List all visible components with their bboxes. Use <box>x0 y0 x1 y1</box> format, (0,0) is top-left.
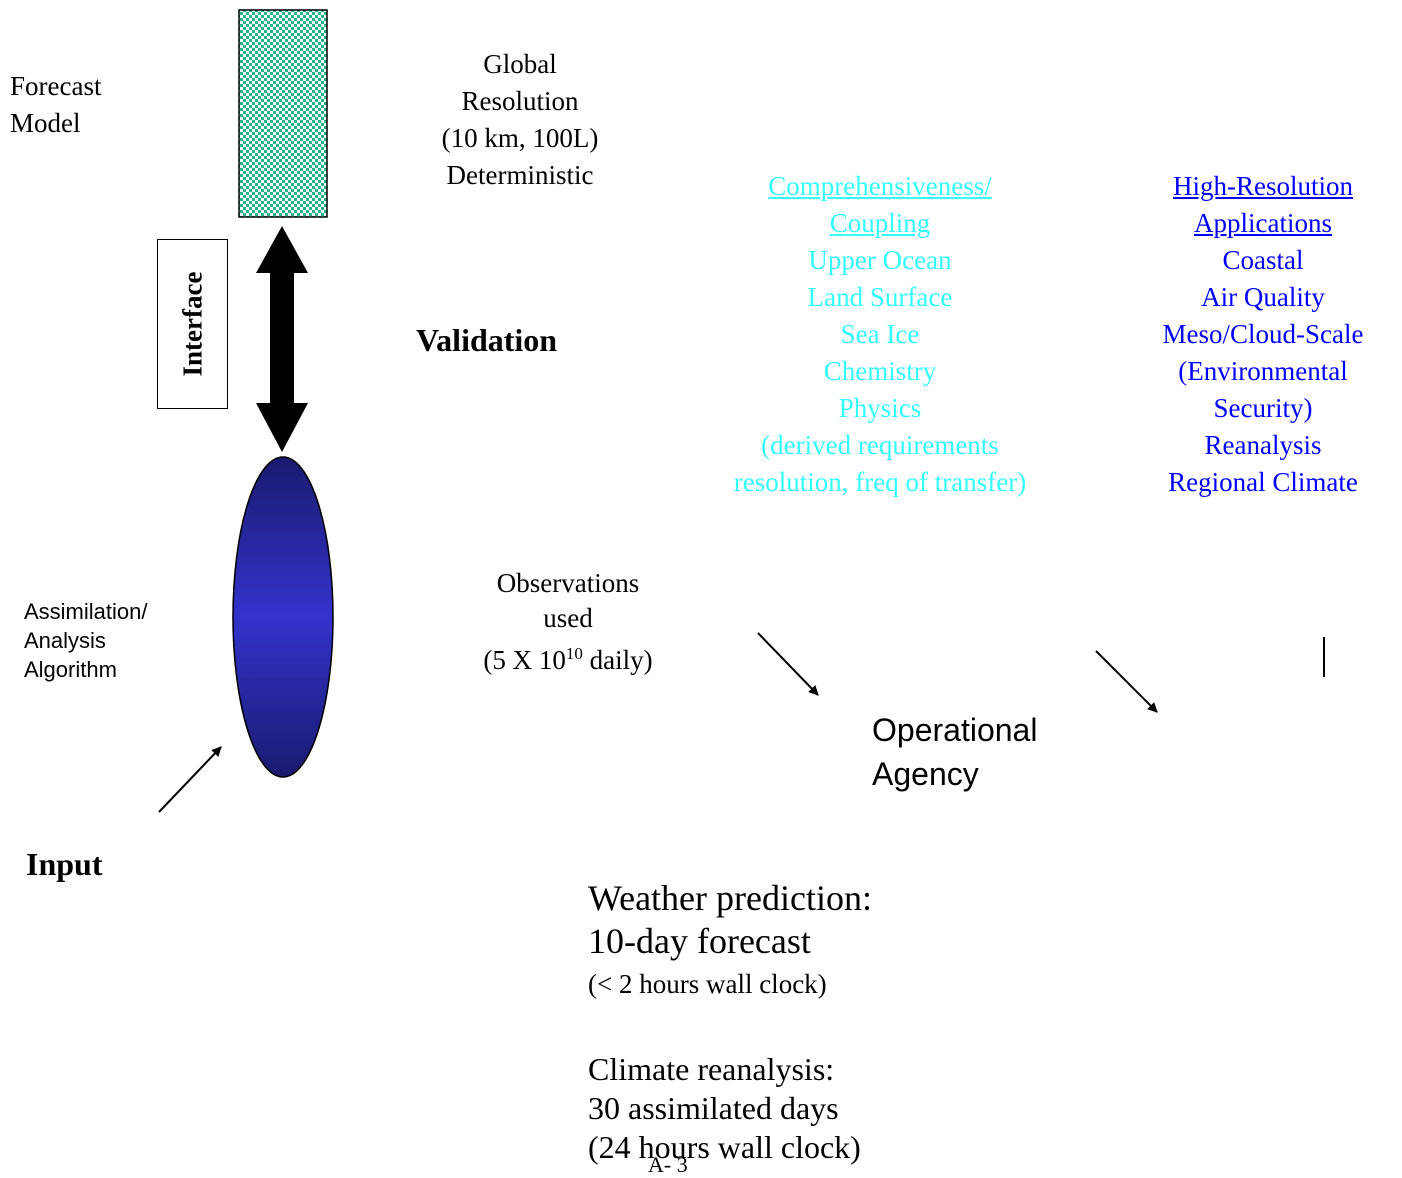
comp-item: Land Surface <box>807 282 953 312</box>
interface-box: Interface <box>157 239 228 409</box>
high-resolution-heading-2: Applications <box>1194 208 1332 238</box>
hires-item: Air Quality <box>1201 282 1325 312</box>
hires-item: Coastal <box>1222 245 1304 275</box>
resolution-value-line: (10 km, 100L) <box>441 123 599 153</box>
assimilation-ellipse <box>232 456 334 778</box>
algorithm-line: Algorithm <box>24 657 117 682</box>
high-resolution-column: High-Resolution Applications Coastal Air… <box>1128 168 1398 501</box>
input-arrow <box>158 746 222 813</box>
observations-arrow <box>757 632 819 696</box>
comp-item: (derived requirements <box>761 430 999 460</box>
climate-line-3: (24 hours wall clock) <box>588 1129 861 1165</box>
analysis-line: Analysis <box>24 628 106 653</box>
resolution-line: Resolution <box>461 86 579 116</box>
observations-count-line: (5 X 1010 daily) <box>458 636 678 678</box>
validation-label: Validation <box>416 322 558 358</box>
operational-line: Operational <box>872 712 1038 748</box>
deterministic-line: Deterministic <box>446 160 594 190</box>
input-label: Input <box>26 846 103 882</box>
operational-agency-label: Operational Agency <box>872 708 1037 796</box>
agency-arrow <box>1095 650 1158 713</box>
climate-line-1: Climate reanalysis: <box>588 1051 835 1087</box>
global-resolution-text: Global Resolution (10 km, 100L) Determin… <box>420 46 620 194</box>
weather-prediction-text: Weather prediction: 10-day forecast (< 2… <box>588 877 872 1006</box>
comp-item: Upper Ocean <box>808 245 952 275</box>
weather-line-1: Weather prediction: <box>588 878 872 918</box>
climate-line-2: 30 assimilated days <box>588 1090 839 1126</box>
climate-reanalysis-text: Climate reanalysis: 30 assimilated days … <box>588 1050 861 1167</box>
comprehensiveness-column: Comprehensiveness/ Coupling Upper Ocean … <box>690 168 1070 501</box>
comprehensiveness-heading-2: Coupling <box>829 208 931 238</box>
weather-line-3: (< 2 hours wall clock) <box>588 969 827 999</box>
hires-item: Meso/Cloud-Scale <box>1162 319 1364 349</box>
hires-item: (Environmental <box>1178 356 1348 386</box>
obs-count-exponent: 10 <box>565 644 583 663</box>
hires-item: Reanalysis <box>1204 430 1322 460</box>
hires-item: Regional Climate <box>1168 467 1358 497</box>
assimilation-label: Assimilation/ Analysis Algorithm <box>24 597 147 684</box>
obs-count-prefix: (5 X 10 <box>483 645 566 675</box>
global-line: Global <box>483 49 557 79</box>
interface-label: Interface <box>177 271 207 377</box>
comp-item: Chemistry <box>823 356 937 386</box>
forecast-model-label: Forecast Model <box>10 68 101 142</box>
comprehensiveness-heading-1: Comprehensiveness/ <box>768 171 992 201</box>
agency-line: Agency <box>872 756 979 792</box>
comp-item: resolution, freq of transfer) <box>733 467 1027 497</box>
weather-line-2: 10-day forecast <box>588 921 811 961</box>
high-resolution-heading-1: High-Resolution <box>1173 171 1353 201</box>
hires-item: Security) <box>1213 393 1313 423</box>
forecast-model-block <box>238 9 328 218</box>
comp-item: Sea Ice <box>840 319 920 349</box>
used-line: used <box>543 603 593 633</box>
observations-text: Observations used (5 X 1010 daily) <box>458 566 678 678</box>
comp-item: Physics <box>838 393 922 423</box>
page-number: A- 3 <box>648 1152 688 1177</box>
assimilation-line: Assimilation/ <box>24 599 148 624</box>
forecast-line: Forecast <box>10 71 102 101</box>
obs-count-suffix: daily) <box>582 645 653 675</box>
observations-line: Observations <box>496 568 640 598</box>
double-arrow-icon <box>256 226 308 452</box>
model-line: Model <box>10 108 81 138</box>
